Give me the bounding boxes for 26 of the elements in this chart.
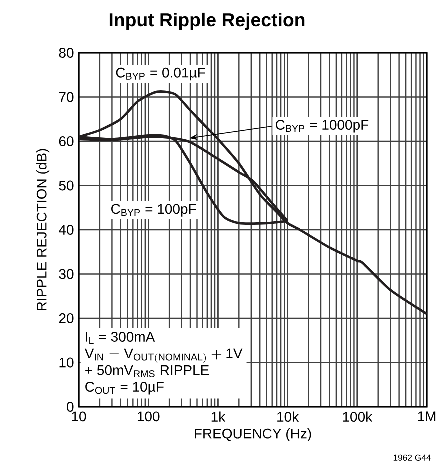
y-tick-label: 70 [59,92,74,102]
y-tick-label: 30 [59,269,74,280]
x-tick-label: 10k [278,412,300,422]
x-axis-title: FREQUENCY (Hz) [195,428,312,442]
x-tick-label: 100k [343,412,373,422]
y-tick-label: 80 [59,48,74,58]
x-tick-label: 1M [418,412,436,422]
y-axis-title: RIPPLE REJECTION (dB) [36,149,50,311]
y-tick-label: 60 [59,136,74,146]
chart-title: Input Ripple Rejection [110,12,305,30]
y-tick-label: 40 [59,225,74,235]
x-tick-label: 1k [212,412,226,422]
y-tick-label: 20 [59,314,74,324]
text: 1962 G44 [394,454,432,461]
annotation: C$_{BYP}$ = 1000pF [276,120,369,133]
annotation: + 50mV$_{RMS}$ RIPPLE [86,365,210,378]
annotation: C$_{OUT}$ = 10µF [86,382,164,395]
annotation: $\mathrm{V_{IN}=V_{OUT(NOMINAL)}+1V}$ [84,348,243,364]
y-tick-label: 10 [60,358,74,368]
annotation: C$_{BYP}$ = 0.01µF [116,68,206,81]
annotation: C$_{BYP}$ = 100pF [112,204,196,217]
x-tick-label: 10 [72,412,86,422]
annotation: I$_{L}$ = 300mA [86,332,156,344]
y-tick-label: 0 [67,402,74,412]
y-tick-label: 50 [59,180,74,191]
x-tick-label: 100 [138,412,160,422]
